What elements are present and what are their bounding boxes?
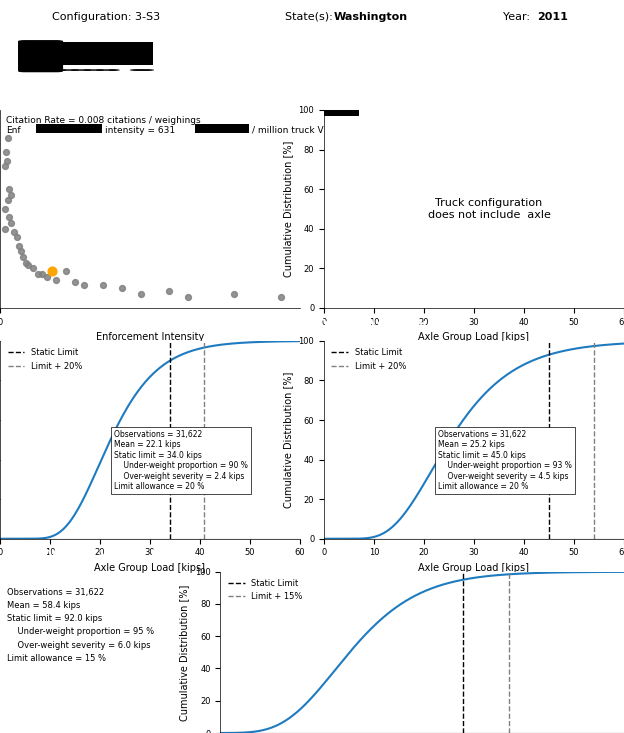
Point [19,251,29,263]
Text: intensity = 631: intensity = 631 [105,126,175,135]
Point [23,259,33,271]
Point [0,161,10,172]
Point [42,271,52,283]
Point [6,217,16,229]
Text: Washington: Washington [334,12,408,21]
Circle shape [139,69,154,71]
Text: Observations = 31,622
Mean = 25.2 kips
Static limit = 45.0 kips
    Under-weight: Observations = 31,622 Mean = 25.2 kips S… [438,430,572,491]
Point [135,288,145,300]
Y-axis label: Cumulative Distribution [%]: Cumulative Distribution [%] [179,584,190,721]
Point [182,291,192,303]
Point [0,203,10,215]
Point [9,226,19,237]
Text: State(s):: State(s): [285,12,339,21]
Y-axis label: Cumulative Distribution [%]: Cumulative Distribution [%] [283,141,293,277]
Point [21,257,31,268]
Point [0,223,10,235]
X-axis label: Axle Group Load [kips]: Axle Group Load [kips] [419,332,530,342]
Point [61,265,71,277]
Point [2,194,12,206]
Y-axis label: Cumulative Distribution [%]: Cumulative Distribution [%] [283,372,293,508]
Point [2,155,12,166]
Text: Citation Rate = 0.008 citations / weighings: Citation Rate = 0.008 citations / weighi… [6,116,201,125]
Point [4,212,14,224]
Point [1,147,11,158]
Circle shape [24,69,39,71]
Point [4,183,14,195]
Point [14,240,24,251]
Legend: Static Limit, Limit + 15%: Static Limit, Limit + 15% [225,576,306,605]
Point [117,282,127,294]
Point [37,268,47,280]
Point [6,189,16,201]
Legend: Static Limit, Limit + 20%: Static Limit, Limit + 20% [4,345,85,374]
Circle shape [67,69,82,71]
Text: Enf: Enf [6,126,21,135]
Text: Tridem Axle Group: Tridem Axle Group [316,318,439,331]
Circle shape [33,69,48,71]
Circle shape [80,69,95,71]
Point [276,291,286,303]
X-axis label: Axle Group Load [kips]: Axle Group Load [kips] [94,563,205,573]
Point [16,246,26,257]
Point [98,279,108,291]
Circle shape [92,69,107,71]
Text: / million truck VMT: / million truck VMT [252,126,337,135]
Bar [195,124,249,133]
Text: Observations = 31,622
Mean = 22.1 kips
Static limit = 34.0 kips
    Under-weight: Observations = 31,622 Mean = 22.1 kips S… [114,430,248,491]
X-axis label: Enforcement Intensity: Enforcement Intensity [96,332,204,342]
Text: Single Axle (excluding steering axles): Single Axle (excluding steering axles) [316,87,568,100]
Text: Citation Rate & Enforcement Intensity: Citation Rate & Enforcement Intensity [3,87,256,100]
Point [79,279,89,291]
Point [70,276,80,288]
Bar [36,124,102,133]
Point [230,288,240,300]
Text: Truck configuration
does not include  axle: Truck configuration does not include axl… [427,198,550,220]
Text: Gross Vehicle Weight (GVW): Gross Vehicle Weight (GVW) [6,549,193,561]
Text: Tandem Axle Group: Tandem Axle Group [3,318,132,331]
Text: Configuration: 3-S3: Configuration: 3-S3 [52,12,160,21]
Point [28,262,38,274]
Bar [53,43,153,65]
Point [51,273,61,285]
Bar [324,110,359,116]
Circle shape [130,69,145,71]
Point [12,232,22,243]
Circle shape [105,69,120,71]
Text: Observations = 31,622
Mean = 58.4 kips
Static limit = 92.0 kips
    Under-weight: Observations = 31,622 Mean = 58.4 kips S… [6,588,154,663]
FancyBboxPatch shape [19,41,62,72]
Legend: Static Limit, Limit + 20%: Static Limit, Limit + 20% [328,345,409,374]
Point [32,268,42,280]
Point [2,133,12,144]
Circle shape [55,69,70,71]
X-axis label: Axle Group Load [kips]: Axle Group Load [kips] [419,563,530,573]
Point [47,265,57,277]
Text: Year:: Year: [503,12,533,21]
Text: 2011: 2011 [537,12,567,21]
Point [163,285,173,297]
